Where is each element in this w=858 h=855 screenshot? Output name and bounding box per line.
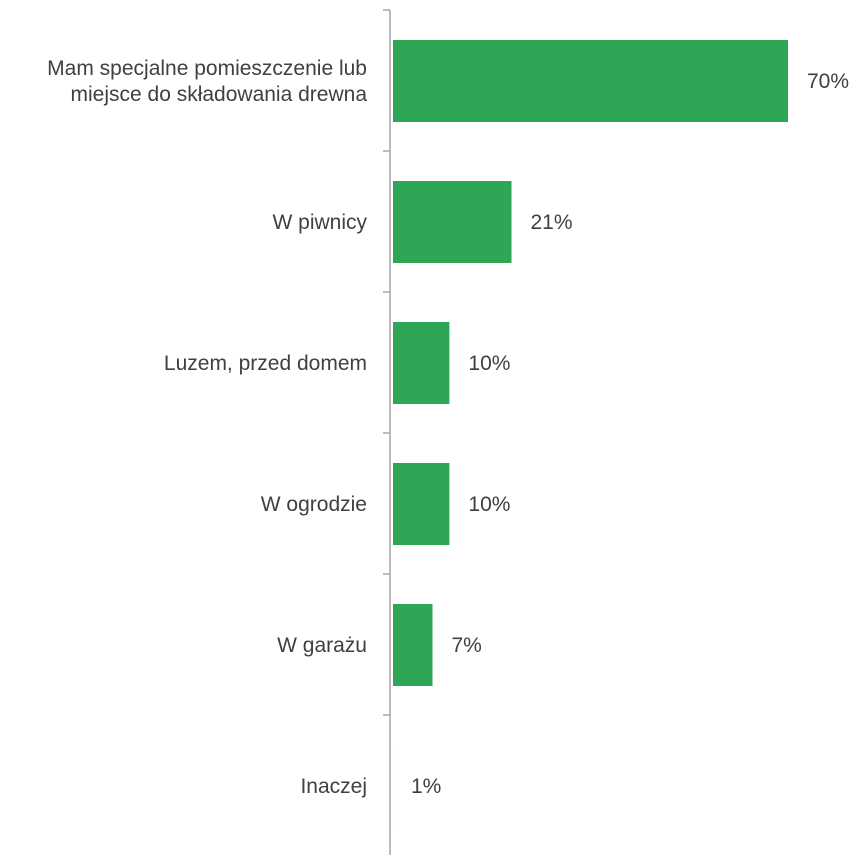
bar-1 [393,181,512,263]
category-label-2: Luzem, przed domem [164,352,367,375]
labels-layer: 70% Mam specjalne pomieszczenie lub miejsc… [47,57,849,798]
data-label-0: 70% [807,70,849,93]
bar-3 [393,463,450,545]
data-label-1: 21% [531,211,573,234]
bars-layer [393,40,788,827]
bar-0 [393,40,788,122]
category-label-0: Mam specjalne pomieszczenie lub miejsce d… [47,57,367,106]
category-label-5: Inaczej [300,775,367,798]
bar-4 [393,604,433,686]
category-label-line: Mam specjalne pomieszczenie lub [47,57,367,80]
category-label-line: W ogrodzie [261,493,367,516]
data-label-3: 10% [468,493,510,516]
category-label-3: W ogrodzie [261,493,367,516]
category-label-line: W garażu [277,634,367,657]
category-label-1: W piwnicy [272,211,367,234]
category-label-4: W garażu [277,634,367,657]
data-label-5: 1% [411,775,441,798]
category-label-line: Luzem, przed domem [164,352,367,375]
data-label-4: 7% [452,634,482,657]
data-label-2: 10% [468,352,510,375]
bar-2 [393,322,450,404]
axis-layer [383,9,391,855]
category-label-line: Inaczej [300,775,367,798]
category-label-line: miejsce do składowania drewna [71,83,368,106]
category-label-line: W piwnicy [272,211,367,234]
